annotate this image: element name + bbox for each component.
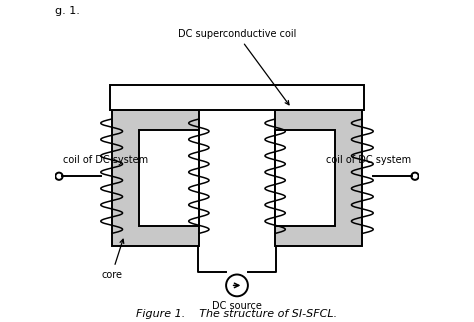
Text: g. 1.: g. 1. — [55, 6, 80, 16]
Text: core: core — [101, 239, 124, 280]
Text: DC source: DC source — [212, 301, 262, 311]
Bar — [112, 110, 199, 246]
Text: DC superconductive coil: DC superconductive coil — [178, 29, 296, 105]
Bar — [275, 110, 362, 246]
Bar — [139, 130, 199, 226]
Text: coil of DC system: coil of DC system — [326, 155, 410, 165]
Bar — [110, 84, 364, 110]
Text: coil of DC system: coil of DC system — [64, 155, 148, 165]
Bar — [275, 130, 335, 226]
Text: Figure 1.    The structure of SI-SFCL.: Figure 1. The structure of SI-SFCL. — [137, 309, 337, 319]
